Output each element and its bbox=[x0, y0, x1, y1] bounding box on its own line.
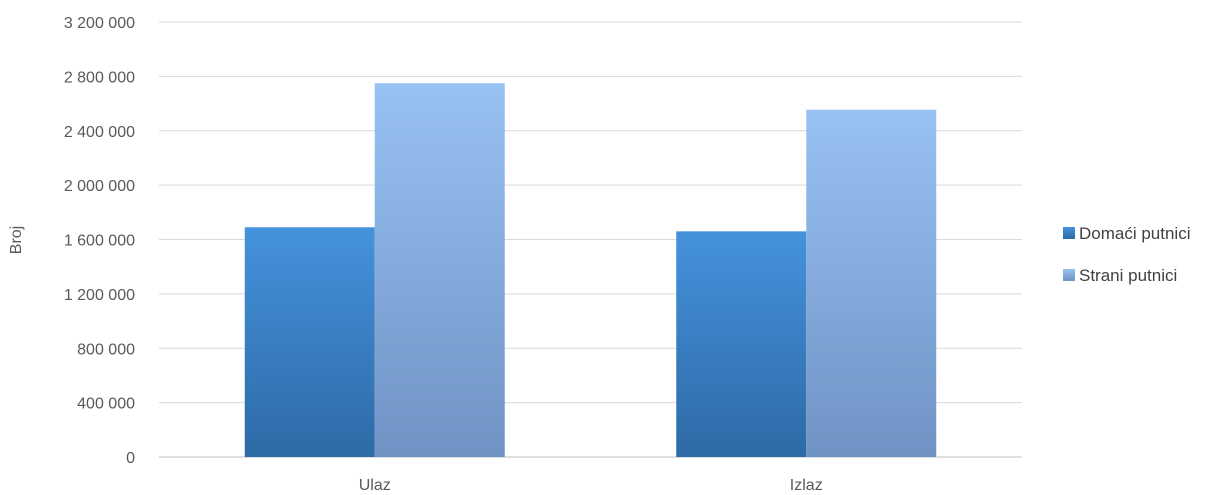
y-tick-labels: 0 400 000 800 000 1 200 000 1 600 000 2 000 0… bbox=[64, 15, 135, 467]
y-tick-label: 0 bbox=[126, 450, 135, 467]
x-tick-labels: Ulaz Izlaz bbox=[359, 477, 823, 494]
legend-swatch bbox=[1063, 227, 1075, 239]
legend-swatch bbox=[1063, 269, 1075, 281]
bars bbox=[244, 83, 937, 457]
bar-strani-ulaz bbox=[374, 83, 505, 457]
y-tick-label: 400 000 bbox=[77, 396, 135, 413]
x-tick-label: Ulaz bbox=[359, 477, 391, 494]
legend-label: Strani putnici bbox=[1079, 266, 1177, 285]
y-tick-label: 2 000 000 bbox=[64, 178, 135, 195]
legend-label: Domaći putnici bbox=[1079, 224, 1191, 243]
y-tick-label: 800 000 bbox=[77, 341, 135, 358]
y-tick-label: 1 200 000 bbox=[64, 287, 135, 304]
bar-domaci-izlaz bbox=[676, 231, 807, 457]
bar-strani-izlaz bbox=[806, 109, 937, 457]
legend: Domaći putnici Strani putnici bbox=[1063, 224, 1191, 285]
y-axis-title: Broj bbox=[8, 226, 25, 254]
x-tick-label: Izlaz bbox=[790, 477, 823, 494]
y-tick-label: 3 200 000 bbox=[64, 15, 135, 32]
y-tick-label: 1 600 000 bbox=[64, 233, 135, 250]
bar-domaci-ulaz bbox=[244, 227, 375, 457]
y-tick-label: 2 400 000 bbox=[64, 124, 135, 141]
y-tick-label: 2 800 000 bbox=[64, 69, 135, 86]
